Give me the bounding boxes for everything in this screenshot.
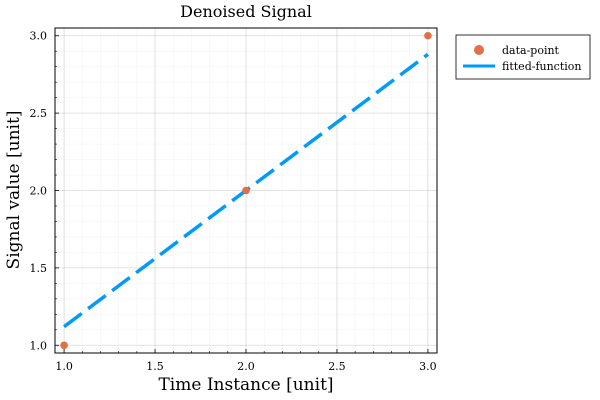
data-point-marker <box>60 341 68 350</box>
x-tick-label: 1.5 <box>146 360 164 373</box>
minor-grid <box>55 28 437 353</box>
legend-label-data-point: data-point <box>502 44 560 57</box>
x-tick-label: 2.5 <box>328 360 346 373</box>
chart-title: Denoised Signal <box>180 2 312 21</box>
legend: data-point fitted-function <box>455 34 591 80</box>
y-axis-label: Signal value [unit] <box>4 111 24 270</box>
x-tick-label: 1.0 <box>55 360 73 373</box>
x-tick-label: 3.0 <box>419 360 437 373</box>
data-point-marker <box>242 186 250 195</box>
y-tick-label: 2.0 <box>30 185 48 198</box>
x-axis-label: Time Instance [unit] <box>158 375 333 395</box>
y-tick-label: 1.5 <box>30 262 48 275</box>
legend-box <box>455 34 591 80</box>
x-axis-ticks: 1.0 1.5 2.0 2.5 3.0 <box>55 349 437 373</box>
legend-marker-data-point <box>474 45 484 55</box>
y-tick-label: 3.0 <box>30 30 48 43</box>
legend-label-fitted-function: fitted-function <box>502 60 582 73</box>
data-point-marker <box>424 31 432 40</box>
series-layer <box>60 31 432 350</box>
x-tick-label: 2.0 <box>237 360 255 373</box>
y-axis-ticks: 1.0 1.5 2.0 2.5 3.0 <box>30 30 59 352</box>
y-tick-label: 2.5 <box>30 107 48 120</box>
major-grid <box>55 28 437 353</box>
y-tick-label: 1.0 <box>30 339 48 352</box>
